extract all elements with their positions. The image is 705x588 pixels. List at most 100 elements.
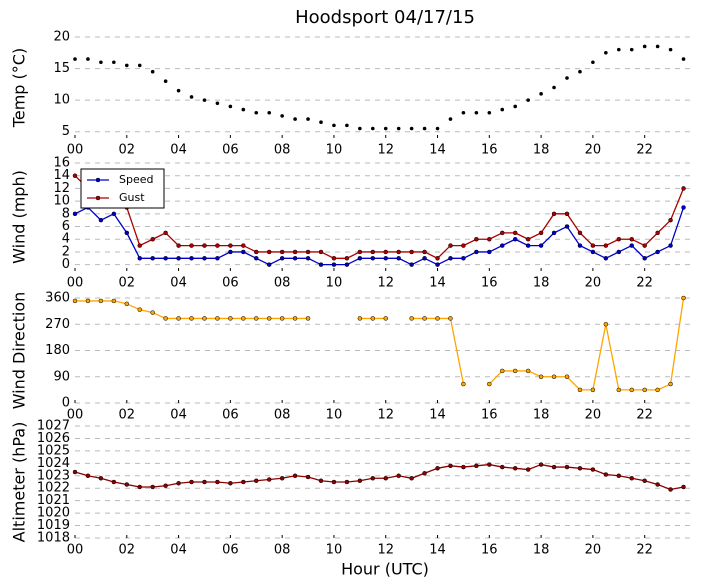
data-point [590,249,596,255]
x-tick-label: 18 [533,276,550,291]
data-point [72,469,78,475]
data-point [629,476,634,481]
data-point [487,381,492,387]
data-point [681,205,686,210]
data-point [345,123,349,128]
data-point [189,256,194,261]
data-point [668,47,673,52]
x-tick-label: 10 [326,408,343,423]
y-tick-label: 12 [53,181,70,196]
data-point [228,480,233,486]
data-point [202,479,207,485]
x-tick-label: 02 [119,276,136,291]
data-point [72,298,78,304]
x-tick-label: 02 [119,543,136,558]
data-point [474,463,479,469]
data-point [279,316,285,321]
data-point [176,243,181,248]
data-point [435,256,440,261]
data-point [435,316,440,321]
y-tick-label: 15 [53,61,70,76]
y-tick-label: 1024 [37,456,70,471]
data-point [461,381,466,387]
data-point [137,484,142,490]
data-point [241,316,246,321]
data-point [538,230,544,236]
data-point [254,256,259,261]
data-point [124,230,130,236]
data-point [383,256,388,261]
x-tick-label: 00 [67,543,84,558]
data-point [655,482,660,487]
legend-box [80,168,165,209]
data-point [111,479,117,485]
x-tick-label: 04 [170,543,187,558]
data-point [241,249,246,255]
data-point [215,316,220,321]
data-point [318,249,324,255]
data-point [603,243,609,248]
data-point [370,126,375,131]
data-point [357,256,363,261]
x-tick-label: 10 [326,143,343,158]
data-point [357,478,363,484]
data-point [668,487,673,492]
data-point [85,473,91,479]
data-point [409,476,414,481]
x-tick-label: 08 [274,408,291,423]
data-point [512,368,518,374]
data-point [409,126,414,131]
data-point [344,256,350,261]
data-point [681,295,686,301]
data-point [279,476,285,481]
data-point [112,60,116,65]
data-point [590,387,596,393]
y-tick-label: 1022 [37,481,70,496]
data-point [616,47,621,52]
data-point [383,249,388,255]
data-point [590,243,596,248]
data-point [85,298,91,304]
x-tick-label: 08 [274,543,291,558]
x-tick-label: 22 [636,276,653,291]
data-point [642,243,647,248]
x-tick-label: 18 [533,143,550,158]
y-tick-label: 1019 [37,518,70,533]
x-tick-label: 10 [326,276,343,291]
data-point [616,249,622,255]
series-line [74,206,685,266]
x-tick-label: 18 [533,543,550,558]
data-point [150,310,155,315]
data-point [137,243,142,248]
data-point [435,262,440,267]
data-point [305,316,311,321]
y-tick-label: 1023 [37,468,70,483]
x-tick-label: 14 [429,543,446,558]
data-point [254,316,259,321]
data-point [163,230,168,236]
data-point [564,224,570,229]
data-point [487,236,492,242]
data-point [500,243,505,248]
data-point [266,262,272,267]
data-point [577,466,583,471]
y-tick-label: 14 [53,168,70,183]
data-point [370,256,376,261]
data-point [409,316,414,321]
legend-marker [95,177,101,183]
x-tick-label: 06 [222,408,239,423]
data-point [383,476,388,481]
data-point [435,126,440,131]
y-tick-label: 0 [62,396,70,411]
series-line [75,297,685,391]
data-point [564,211,570,217]
data-point [422,471,427,476]
y-tick-label: 1021 [37,493,70,508]
data-point [163,316,168,321]
data-point [629,236,634,242]
data-point [538,374,544,379]
data-point [357,249,363,255]
data-point [538,462,544,467]
x-tick-label: 00 [67,408,84,423]
